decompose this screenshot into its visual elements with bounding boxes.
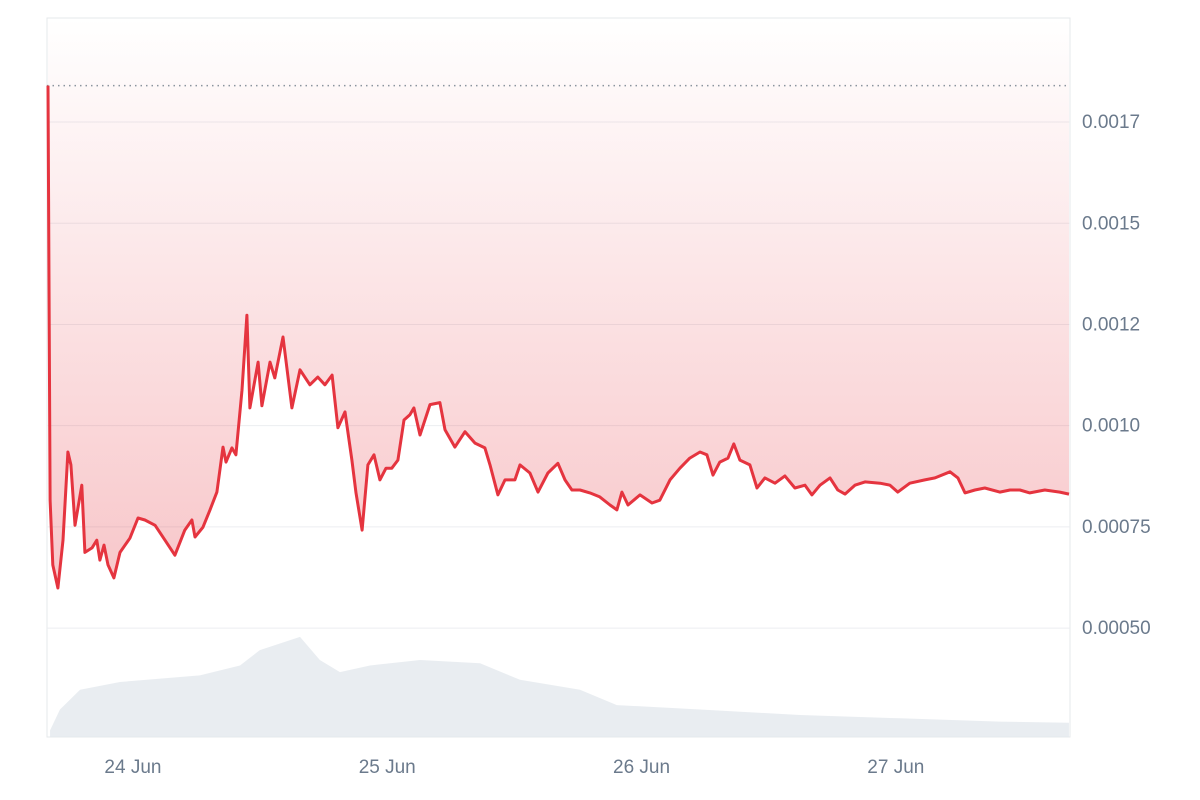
x-tick-label: 27 Jun (867, 757, 924, 778)
volume-area (50, 636, 1069, 737)
price-line (46, 85, 1070, 590)
y-tick-label: 0.00075 (1082, 517, 1151, 538)
x-tick-label: 26 Jun (613, 757, 670, 778)
y-tick-label: 0.0017 (1082, 112, 1140, 133)
y-tick-label: 0.0012 (1082, 314, 1140, 335)
y-tick-label: 0.00050 (1082, 618, 1151, 639)
x-tick-label: 25 Jun (359, 757, 416, 778)
y-tick-label: 0.0015 (1082, 213, 1140, 234)
y-tick-label: 0.0010 (1082, 416, 1140, 437)
x-tick-label: 24 Jun (104, 757, 161, 778)
price-area (48, 18, 1069, 588)
